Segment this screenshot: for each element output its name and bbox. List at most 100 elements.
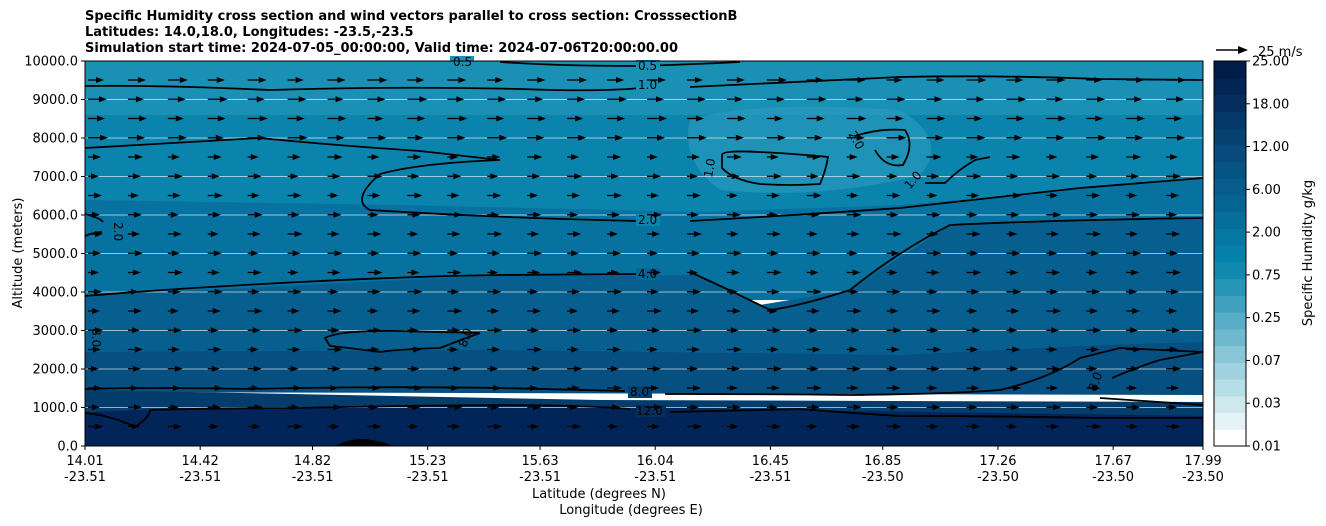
colorbar-segment: [1214, 127, 1246, 146]
wind-arrow: [766, 96, 785, 103]
wind-arrow: [567, 365, 583, 372]
colorbar-segment: [1214, 395, 1246, 414]
colorbar-segment: [1214, 144, 1246, 163]
wind-arrow: [846, 385, 859, 391]
wind-arrow: [88, 77, 104, 83]
wind-arrow: [1126, 288, 1138, 295]
wind-arrow: [407, 250, 422, 257]
wind-arrow: [367, 96, 386, 103]
wind-arrow: [527, 288, 539, 295]
wind-arrow: [367, 173, 383, 180]
wind-arrow: [607, 346, 622, 353]
wind-arrow: [1126, 134, 1144, 141]
contour-label-8.0-left: 8.0: [89, 328, 103, 347]
wind-arrow: [367, 250, 380, 257]
wind-arrow: [846, 192, 859, 199]
wind-arrow: [607, 250, 622, 257]
wind-arrow: [88, 404, 100, 411]
wind-arrow: [966, 365, 982, 372]
x-tick-label-lat: 15.23: [409, 454, 446, 469]
wind-arrow: [647, 423, 660, 430]
wind-arrow: [846, 269, 861, 276]
wind-arrow: [1046, 173, 1061, 180]
y-tick-label: 10000.0: [24, 55, 78, 70]
wind-arrow: [886, 211, 899, 218]
wind-arrow: [567, 115, 584, 122]
wind-arrow: [647, 77, 666, 83]
wind-arrow: [1086, 231, 1102, 237]
wind-arrow: [926, 385, 938, 391]
wind-arrow: [447, 173, 462, 180]
wind-arrow: [846, 96, 864, 103]
wind-arrow: [567, 385, 581, 391]
wind-arrow: [207, 134, 224, 141]
wind-arrow: [367, 192, 381, 199]
wind-arrow: [407, 173, 420, 180]
wind-arrow: [1006, 423, 1018, 430]
wind-arrow: [806, 96, 827, 103]
contour-label-2.0-left: 2.0: [111, 222, 125, 241]
wind-arrow: [647, 269, 661, 276]
colorbar-tick-label: 2.00: [1252, 226, 1281, 241]
wind-arrow: [88, 346, 101, 353]
wind-arrow: [686, 211, 699, 218]
wind-arrow: [247, 134, 266, 141]
wind-arrow: [1166, 173, 1182, 180]
wind-arrow: [487, 269, 499, 276]
wind-arrow: [886, 346, 900, 353]
wind-arrow: [167, 154, 180, 160]
wind-arrow: [327, 154, 343, 160]
wind-arrow: [686, 327, 702, 334]
wind-arrow: [407, 269, 420, 276]
wind-arrow: [127, 346, 143, 353]
wind-arrow: [1086, 134, 1107, 141]
wind-arrow: [647, 115, 667, 122]
wind-arrow: [1126, 385, 1138, 391]
wind-arrow: [527, 365, 541, 372]
x-tick-label-lat: 17.67: [1095, 454, 1132, 469]
wind-arrow: [1086, 423, 1102, 430]
wind-arrow: [1166, 231, 1181, 237]
wind-arrow: [207, 154, 222, 160]
colorbar-segment: [1214, 295, 1246, 313]
colorbar-segment: [1214, 61, 1246, 79]
wind-arrow: [806, 308, 820, 314]
wind-arrow: [607, 96, 628, 103]
wind-arrow: [1166, 115, 1183, 122]
wind-arrow: [207, 173, 220, 180]
wind-arrow: [647, 134, 665, 141]
wind-arrow: [447, 269, 462, 276]
wind-arrow: [1126, 250, 1142, 257]
wind-arrow: [487, 115, 505, 122]
wind-arrow: [1086, 96, 1106, 103]
wind-arrow: [247, 231, 261, 237]
wind-arrow: [1046, 134, 1065, 141]
colorbar-segment: [1214, 111, 1246, 129]
wind-arrow: [287, 154, 301, 160]
wind-arrow: [207, 192, 223, 199]
wind-arrow: [487, 77, 504, 83]
wind-arrow: [247, 77, 267, 83]
wind-arrow: [1046, 308, 1062, 314]
wind-arrow: [567, 288, 581, 295]
wind-arrow: [846, 327, 860, 334]
wind-arrow: [806, 134, 823, 141]
wind-arrow: [1006, 77, 1024, 83]
x-tick-label-lat: 14.42: [182, 454, 219, 469]
wind-arrow: [487, 385, 502, 391]
wind-arrow: [1166, 404, 1178, 411]
wind-arrow: [926, 231, 939, 237]
wind-arrow: [367, 269, 383, 276]
wind-arrow: [407, 134, 424, 141]
colorbar-segment: [1214, 77, 1246, 96]
wind-arrow: [287, 385, 302, 391]
wind-arrow: [88, 96, 107, 103]
y-tick-label: 1000.0: [33, 401, 79, 416]
wind-arrow: [127, 365, 141, 372]
wind-arrow: [407, 154, 422, 160]
wind-arrow: [287, 173, 299, 180]
wind-arrow: [1046, 96, 1064, 103]
colorbar-frame: [1213, 60, 1247, 447]
wind-arrow: [527, 96, 544, 103]
wind-arrow: [327, 115, 347, 122]
